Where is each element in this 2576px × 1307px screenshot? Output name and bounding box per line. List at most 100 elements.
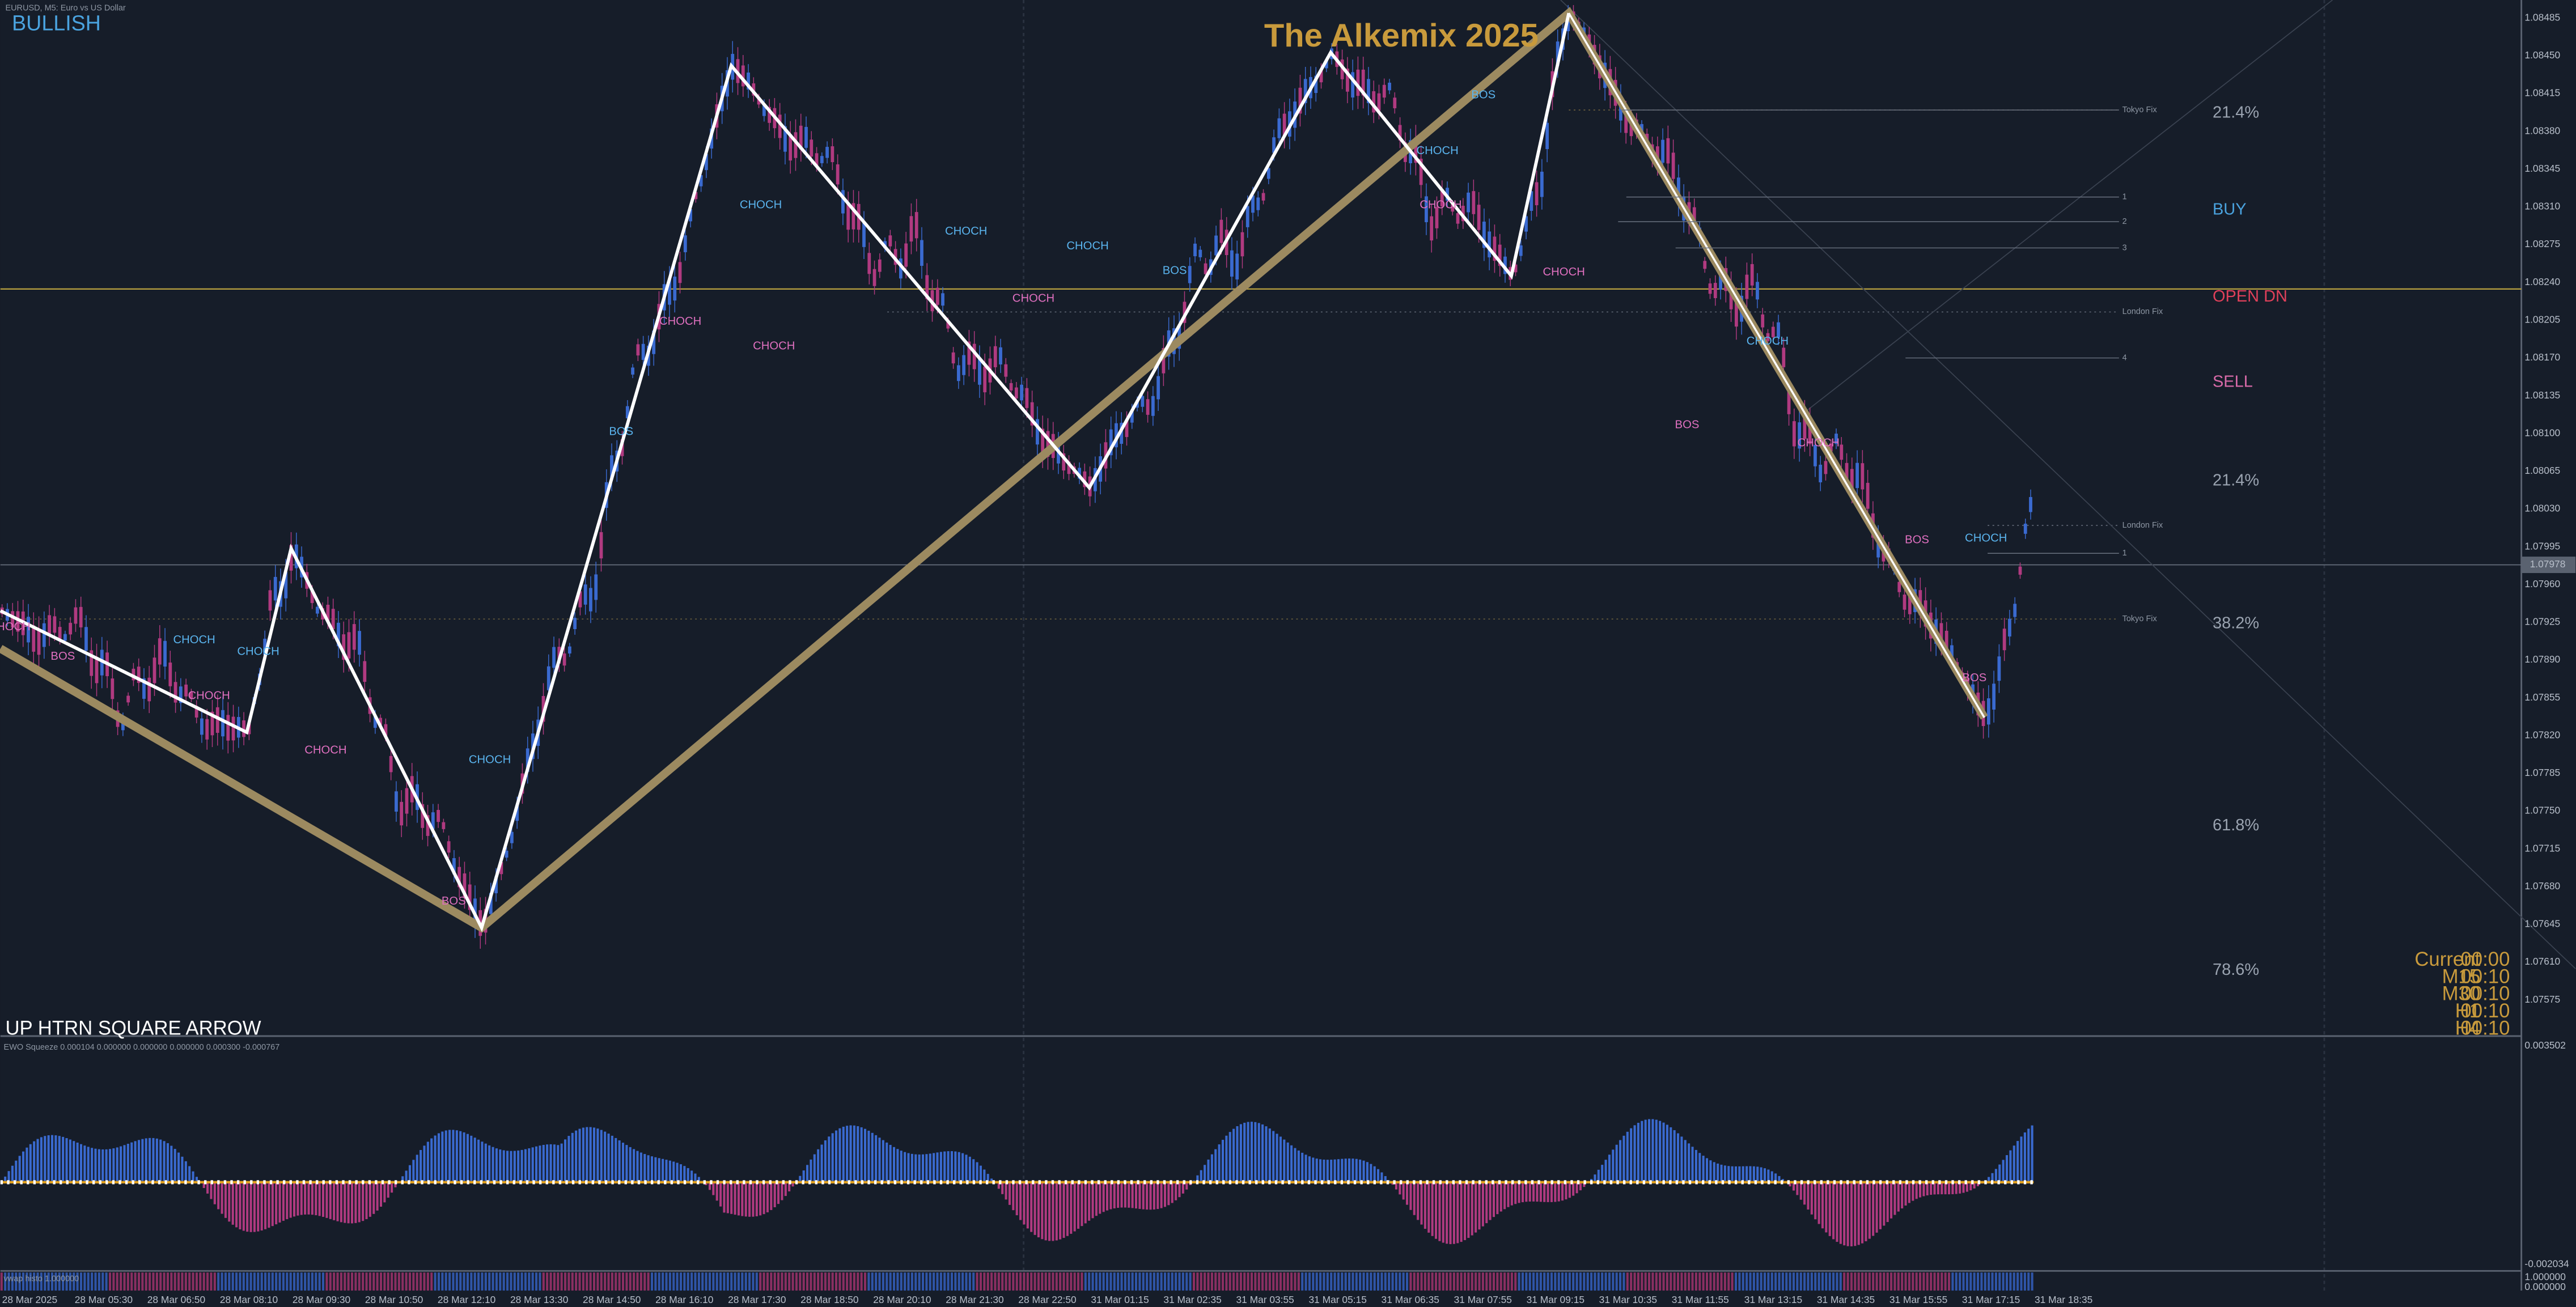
histo-bar (33, 1141, 36, 1182)
vwap-bar (1828, 1272, 1831, 1291)
histo-bar (647, 1155, 650, 1182)
histo-bar (1959, 1182, 1961, 1194)
histo-bar (325, 1182, 328, 1218)
vwap-strip (0, 1272, 2033, 1291)
histo-bar (1160, 1182, 1163, 1208)
vwap-bar (1510, 1272, 1513, 1291)
candle-body (956, 365, 960, 381)
histo-bar (553, 1144, 556, 1182)
candle-body (58, 627, 62, 639)
vwap-bar (726, 1272, 729, 1291)
vwap-bar (98, 1272, 100, 1291)
histo-bar (1691, 1147, 1694, 1182)
histo-bar (849, 1125, 852, 1182)
vwap-bar (586, 1272, 588, 1291)
candle-body (851, 203, 855, 230)
vwap-bar (528, 1272, 531, 1291)
histo-bar (679, 1164, 683, 1182)
candle-body (1850, 469, 1854, 492)
histo-bar (188, 1166, 191, 1182)
histo-bar (1449, 1182, 1452, 1245)
candle-body (1130, 410, 1134, 423)
vwap-bar (979, 1272, 982, 1291)
candle-body (789, 134, 793, 161)
histo-bar (1283, 1139, 1286, 1182)
vwap-bar (542, 1272, 545, 1291)
vwap-bar (231, 1272, 234, 1291)
histo-bar (206, 1182, 209, 1194)
vwap-bar (242, 1272, 245, 1291)
histo-bar (336, 1182, 339, 1221)
histo-bar (524, 1149, 527, 1182)
histo-bar (1492, 1182, 1495, 1217)
candle-body (1671, 152, 1675, 179)
histo-bar (1268, 1128, 1271, 1182)
histo-bar (1723, 1165, 1726, 1182)
histo-bar (221, 1182, 223, 1214)
time-tick-label: 31 Mar 07:55 (1454, 1294, 1512, 1305)
vwap-bar (592, 1272, 596, 1291)
candle-body (1193, 243, 1197, 257)
candle-body (704, 154, 708, 171)
vwap-bar (282, 1272, 285, 1291)
candle-body (310, 591, 314, 603)
candle-body (2008, 618, 2011, 636)
histo-bar (1171, 1182, 1173, 1203)
histo-bar (1832, 1182, 1835, 1240)
vwap-bar (770, 1272, 773, 1291)
time-tick-label: 28 Mar 2025 (2, 1294, 58, 1305)
vwap-bar (1059, 1272, 1062, 1291)
timer-value: 00:10 (2460, 1000, 2510, 1022)
histo-bar (983, 1169, 986, 1182)
vwap-bar (321, 1272, 325, 1291)
histo-bar (528, 1148, 531, 1182)
histo-bar (788, 1182, 791, 1191)
time-tick-label: 28 Mar 20:10 (873, 1294, 931, 1305)
histo-bar (1308, 1156, 1311, 1182)
histo-bar (1178, 1182, 1181, 1198)
histo-bar (1279, 1136, 1282, 1182)
vwap-bar (1239, 1272, 1242, 1291)
histo-bar (939, 1152, 942, 1182)
vwap-bar (708, 1272, 711, 1291)
vwap-bar (1503, 1272, 1506, 1291)
candle-body (862, 223, 866, 247)
histo-bar (69, 1139, 71, 1182)
candle-body (1787, 391, 1791, 414)
vwap-bar (510, 1272, 512, 1291)
candle-body (1814, 444, 1817, 466)
vwap-bar (401, 1272, 404, 1291)
vwap-bar (961, 1272, 964, 1291)
candle-body (95, 656, 99, 684)
vwap-bar (1594, 1272, 1596, 1291)
histo-bar (1912, 1182, 1914, 1201)
vwap-bar (286, 1272, 289, 1291)
vwap-bar (477, 1272, 480, 1291)
vwap-bar (867, 1272, 870, 1291)
vwap-bar (968, 1272, 971, 1291)
vwap-bar (1941, 1272, 1943, 1291)
vwap-bar (159, 1272, 162, 1291)
candle-body (1677, 177, 1680, 203)
histo-bar (936, 1152, 939, 1182)
vwap-bar (1406, 1272, 1409, 1291)
histo-bar (520, 1149, 523, 1182)
vwap-bar (1135, 1272, 1138, 1291)
histo-bar (929, 1153, 931, 1182)
timer-label: H4 (2455, 1018, 2480, 1039)
vwap-bar (1312, 1272, 1315, 1291)
vwap-bar (199, 1272, 202, 1291)
histo-bar (1409, 1182, 1412, 1210)
vwap-bar (344, 1272, 346, 1291)
histo-bar (921, 1154, 925, 1182)
indicator-label: EWO Squeeze 0.000104 0.000000 0.000000 0… (4, 1043, 280, 1052)
vwap-bar (463, 1272, 465, 1291)
histo-bar (1879, 1182, 1882, 1229)
candle-body (1440, 189, 1444, 207)
structure-label: CHOCH (173, 634, 215, 646)
candle-body (941, 293, 944, 306)
level-label: 78.6% (2213, 961, 2259, 979)
price-tick-label: 1.08065 (2524, 465, 2560, 476)
candle-body (694, 192, 698, 200)
